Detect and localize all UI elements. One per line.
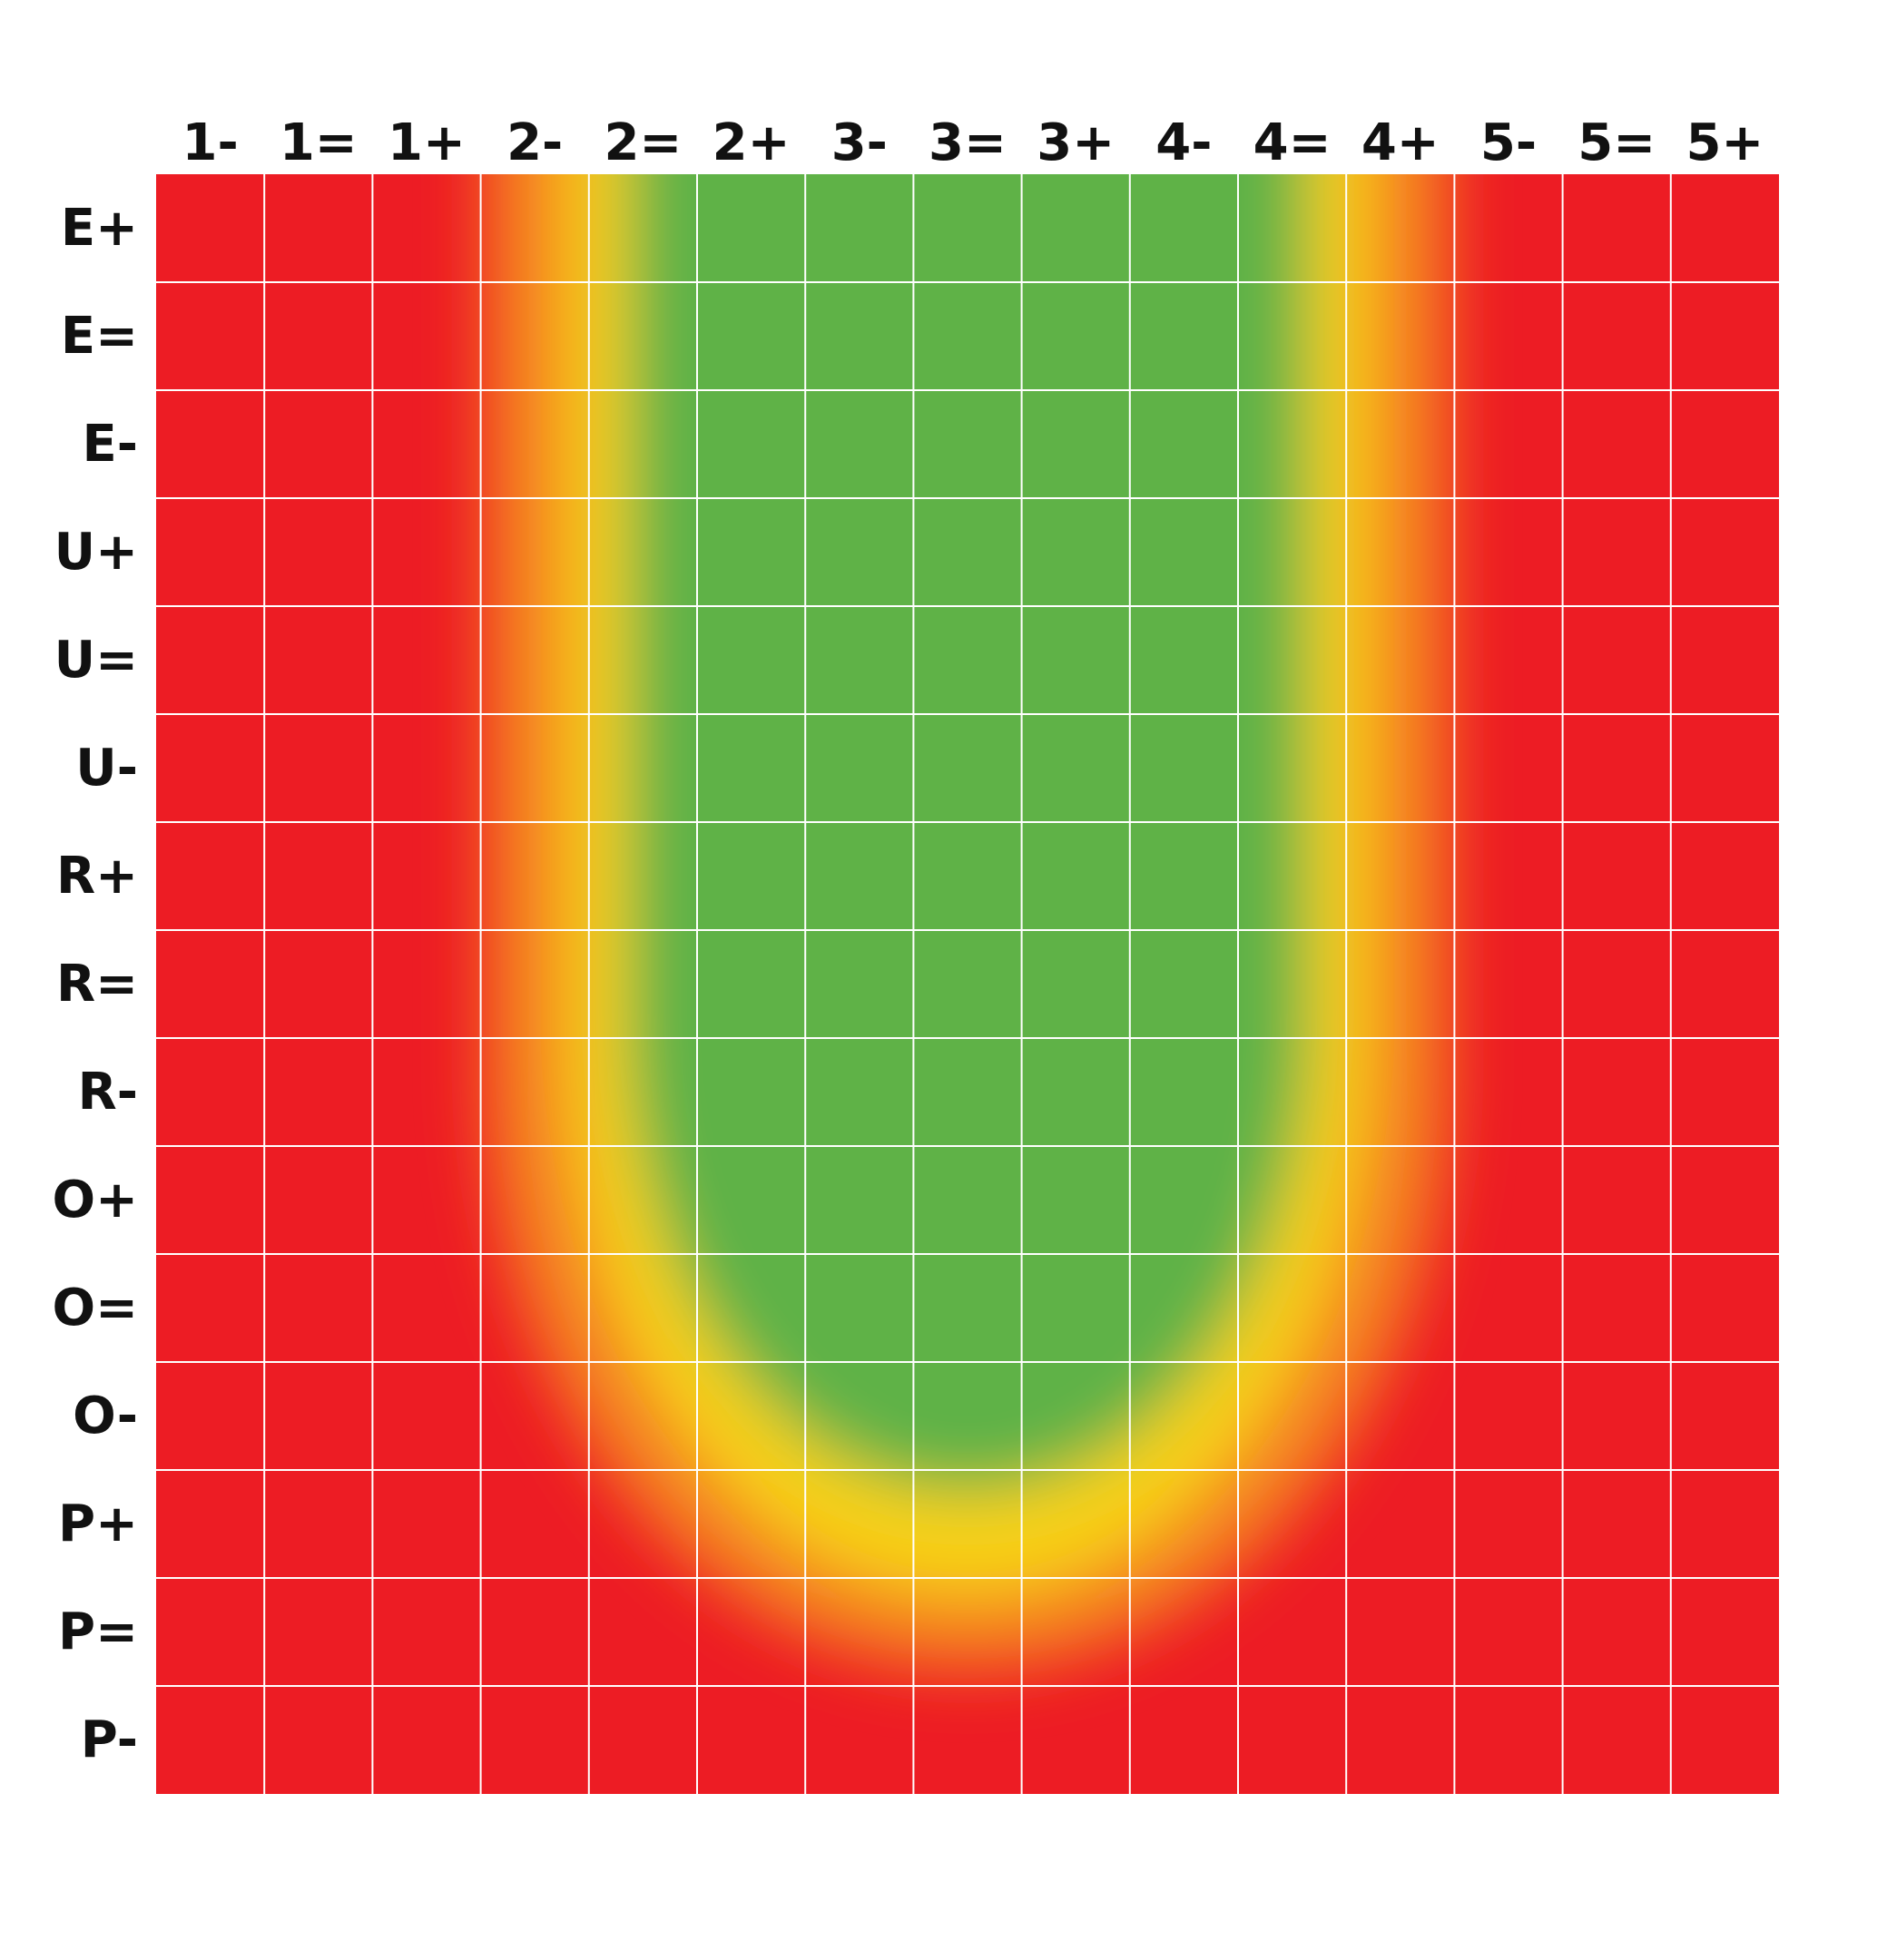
y-tick-label: E+ bbox=[61, 199, 138, 258]
x-axis-tick-labels: 1- 1= 1+ 2- 2= 2+ 3- 3= 3+ 4- 4= 4+ 5- 5= 5+ bbox=[182, 113, 1764, 172]
x-tick-label: 2+ bbox=[713, 113, 791, 172]
y-tick-label: O+ bbox=[52, 1171, 138, 1230]
plot-area bbox=[156, 174, 1779, 1794]
x-tick-label: 5+ bbox=[1686, 113, 1764, 172]
x-tick-label: 2= bbox=[604, 113, 682, 172]
x-tick-label: 3- bbox=[831, 113, 888, 172]
x-tick-label: 5- bbox=[1480, 113, 1537, 172]
y-tick-label: R- bbox=[78, 1063, 138, 1122]
y-tick-label: U= bbox=[54, 631, 138, 690]
x-tick-label: 1- bbox=[182, 113, 238, 172]
y-tick-label: O- bbox=[73, 1387, 138, 1446]
y-tick-label: R+ bbox=[56, 847, 138, 906]
x-tick-label: 3+ bbox=[1037, 113, 1115, 172]
x-tick-label: 1= bbox=[280, 113, 358, 172]
y-tick-label: P- bbox=[81, 1710, 138, 1769]
y-axis-tick-labels: E+ E= E- U+ U= U- R+ R= R- O+ O= O- P+ P= P- bbox=[52, 199, 138, 1769]
x-tick-label: 5= bbox=[1577, 113, 1656, 172]
x-tick-label: 3= bbox=[929, 113, 1007, 172]
x-tick-label: 1+ bbox=[388, 113, 466, 172]
x-tick-label: 4+ bbox=[1361, 113, 1440, 172]
y-tick-label: U- bbox=[75, 739, 138, 798]
x-tick-label: 2- bbox=[506, 113, 563, 172]
y-tick-label: P= bbox=[58, 1602, 138, 1661]
x-tick-label: 4- bbox=[1155, 113, 1212, 172]
y-tick-label: O= bbox=[52, 1279, 138, 1338]
y-tick-label: R= bbox=[56, 955, 138, 1014]
grid-lines bbox=[156, 174, 1779, 1794]
y-tick-label: E= bbox=[61, 307, 138, 366]
heatmap-zones bbox=[486, 174, 1450, 1671]
zone-green bbox=[626, 174, 1309, 1492]
y-tick-label: E- bbox=[83, 415, 139, 474]
y-tick-label: U+ bbox=[54, 523, 138, 582]
x-tick-label: 4= bbox=[1253, 113, 1332, 172]
y-tick-label: P+ bbox=[58, 1494, 138, 1553]
